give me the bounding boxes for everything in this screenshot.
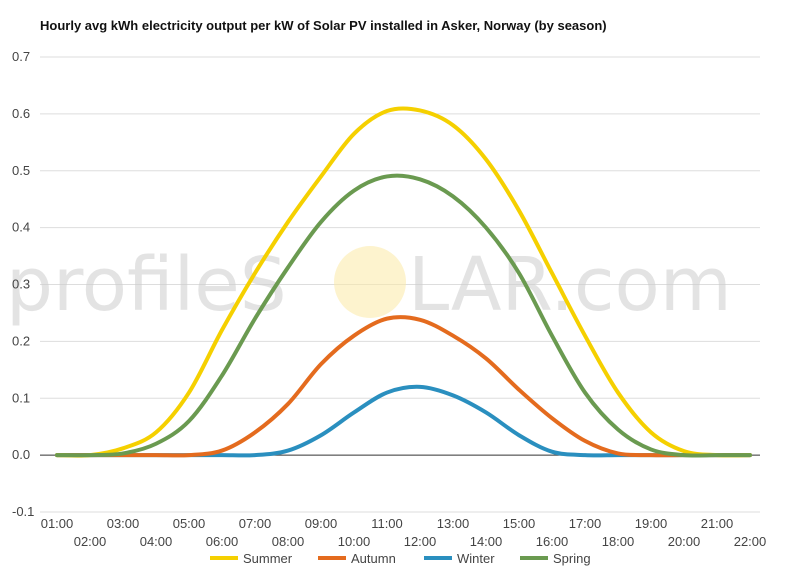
watermark: profileS LAR.com bbox=[6, 242, 732, 328]
y-tick-label: 0.6 bbox=[12, 106, 30, 121]
legend-label-autumn: Autumn bbox=[351, 551, 396, 566]
chart-title: Hourly avg kWh electricity output per kW… bbox=[40, 18, 607, 33]
x-tick-label: 06:00 bbox=[206, 534, 239, 549]
x-tick-label: 21:00 bbox=[701, 516, 734, 531]
x-tick-label: 13:00 bbox=[437, 516, 470, 531]
y-tick-label: 0.4 bbox=[12, 220, 30, 235]
x-tick-label: 07:00 bbox=[239, 516, 272, 531]
x-tick-label: 04:00 bbox=[140, 534, 173, 549]
legend: Summer Autumn Winter Spring bbox=[210, 551, 591, 566]
x-tick-label: 22:00 bbox=[734, 534, 767, 549]
x-tick-label: 15:00 bbox=[503, 516, 536, 531]
x-tick-label: 08:00 bbox=[272, 534, 305, 549]
x-tick-label: 16:00 bbox=[536, 534, 569, 549]
watermark-text-left: profileS bbox=[6, 242, 287, 328]
y-tick-label: 0.2 bbox=[12, 333, 30, 348]
watermark-sun-icon bbox=[334, 246, 406, 318]
x-tick-label: 19:00 bbox=[635, 516, 668, 531]
x-tick-label: 12:00 bbox=[404, 534, 437, 549]
y-tick-label: -0.1 bbox=[12, 504, 34, 519]
y-tick-label: 0.7 bbox=[12, 49, 30, 64]
legend-label-winter: Winter bbox=[457, 551, 495, 566]
x-tick-label: 02:00 bbox=[74, 534, 107, 549]
legend-label-spring: Spring bbox=[553, 551, 591, 566]
x-axis: 01:0002:0003:0004:0005:0006:0007:0008:00… bbox=[41, 516, 767, 549]
y-tick-label: 0.1 bbox=[12, 390, 30, 405]
x-tick-label: 20:00 bbox=[668, 534, 701, 549]
x-tick-label: 17:00 bbox=[569, 516, 602, 531]
y-tick-label: 0.3 bbox=[12, 277, 30, 292]
x-tick-label: 05:00 bbox=[173, 516, 206, 531]
x-tick-label: 03:00 bbox=[107, 516, 140, 531]
x-tick-label: 10:00 bbox=[338, 534, 371, 549]
watermark-text-right: LAR.com bbox=[408, 242, 732, 328]
y-axis: -0.1 0.0 0.1 0.2 0.3 0.4 0.5 0.6 0.7 bbox=[12, 49, 34, 519]
series-lines bbox=[55, 106, 752, 458]
series-line-summer bbox=[55, 106, 752, 458]
series-line-winter bbox=[55, 384, 752, 458]
x-tick-label: 11:00 bbox=[371, 516, 403, 531]
y-tick-label: 0.0 bbox=[12, 447, 30, 462]
x-tick-label: 18:00 bbox=[602, 534, 635, 549]
legend-label-summer: Summer bbox=[243, 551, 293, 566]
series-line-spring bbox=[55, 173, 752, 458]
y-tick-label: 0.5 bbox=[12, 163, 30, 178]
x-tick-label: 09:00 bbox=[305, 516, 338, 531]
series-line-autumn bbox=[55, 315, 752, 458]
x-tick-label: 01:00 bbox=[41, 516, 74, 531]
x-tick-label: 14:00 bbox=[470, 534, 503, 549]
